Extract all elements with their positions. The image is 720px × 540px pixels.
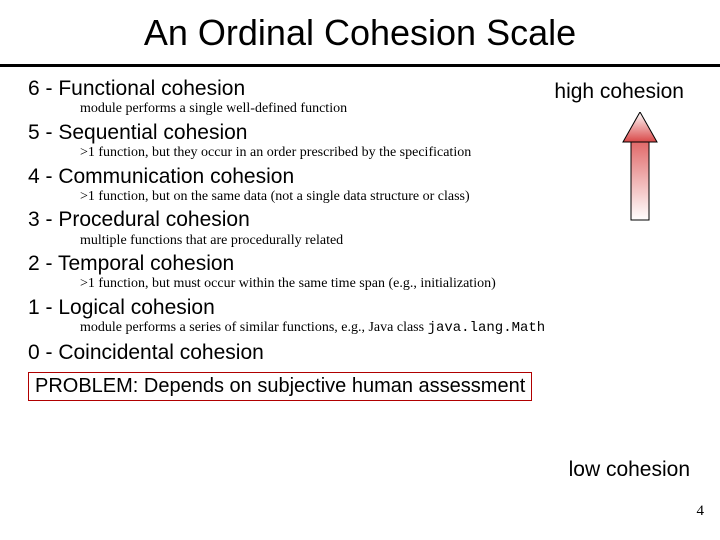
- slide-title: An Ordinal Cohesion Scale: [0, 0, 720, 67]
- page-number: 4: [697, 503, 705, 520]
- level-desc: multiple functions that are procedurally…: [28, 232, 692, 250]
- level-desc: module performs a series of similar func…: [28, 319, 692, 338]
- problem-box: PROBLEM: Depends on subjective human ass…: [28, 372, 532, 401]
- level-desc: >1 function, but on the same data (not a…: [28, 188, 692, 206]
- level-title: 2 - Temporal cohesion: [28, 250, 692, 277]
- level-2: 2 - Temporal cohesion >1 function, but m…: [28, 250, 692, 293]
- level-title: 0 - Coincidental cohesion: [28, 339, 692, 366]
- level-3: 3 - Procedural cohesion multiple functio…: [28, 206, 692, 249]
- high-cohesion-label: high cohesion: [554, 80, 684, 104]
- level-title: 4 - Communication cohesion: [28, 163, 692, 190]
- level-desc: >1 function, but must occur within the s…: [28, 275, 692, 293]
- level-5: 5 - Sequential cohesion >1 function, but…: [28, 119, 692, 162]
- level-1: 1 - Logical cohesion module performs a s…: [28, 294, 692, 338]
- levels-list: 6 - Functional cohesion module performs …: [0, 75, 720, 366]
- low-cohesion-label: low cohesion: [569, 458, 690, 482]
- level-title: 1 - Logical cohesion: [28, 294, 692, 321]
- level-desc: >1 function, but they occur in an order …: [28, 144, 692, 162]
- level-4: 4 - Communication cohesion >1 function, …: [28, 163, 692, 206]
- level-title: 3 - Procedural cohesion: [28, 206, 692, 233]
- level-0: 0 - Coincidental cohesion: [28, 339, 692, 366]
- level-title: 5 - Sequential cohesion: [28, 119, 692, 146]
- gradient-arrow-icon: [622, 112, 658, 222]
